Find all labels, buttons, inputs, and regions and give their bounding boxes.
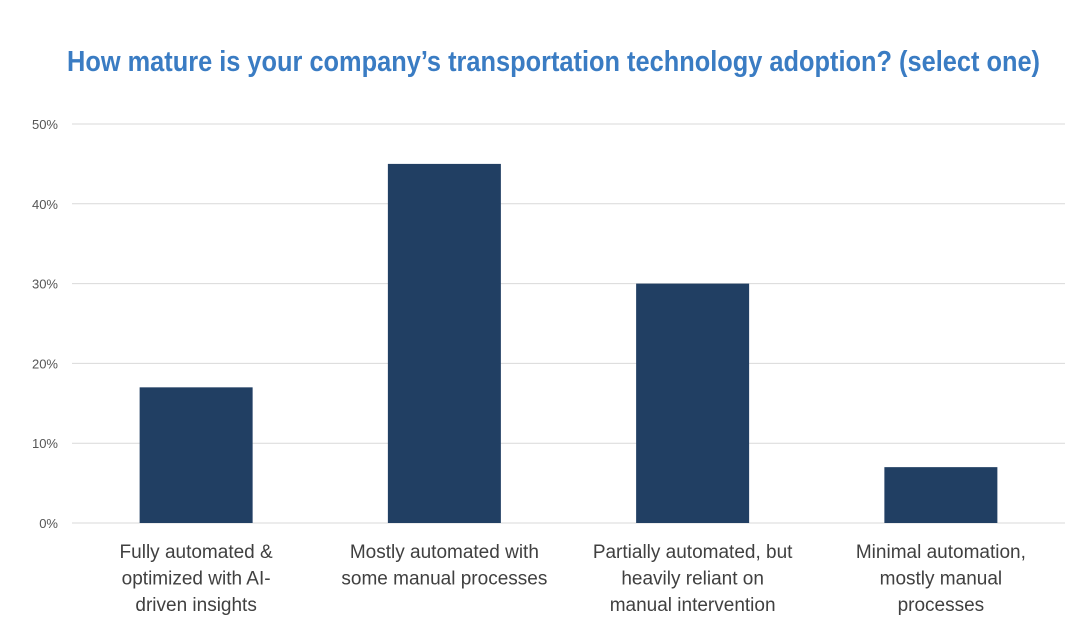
y-tick-label: 0% [39, 516, 58, 531]
y-tick-label: 50% [32, 117, 58, 132]
x-category-label: Partially automated, but [593, 542, 793, 563]
x-category-label: Fully automated & [120, 542, 273, 563]
x-category-label: optimized with AI- [122, 569, 271, 590]
bar [387, 163, 501, 523]
y-tick-label: 40% [32, 197, 58, 212]
y-tick-label: 20% [32, 356, 58, 371]
x-category-label: driven insights [135, 595, 256, 616]
x-category-label: some manual processes [341, 569, 547, 590]
bar [636, 283, 750, 523]
x-category-label: Mostly automated with [350, 542, 539, 563]
y-tick-label: 30% [32, 277, 58, 292]
x-category-label: mostly manual [880, 569, 1003, 590]
x-category-label: processes [898, 595, 985, 616]
bar [139, 387, 253, 523]
x-category-label: Minimal automation, [856, 542, 1026, 563]
y-tick-label: 10% [32, 436, 58, 451]
chart-title: How mature is your company’s transportat… [67, 46, 1040, 78]
x-category-label: heavily reliant on [621, 569, 764, 590]
x-category-label: manual intervention [610, 595, 776, 616]
bar [884, 467, 998, 523]
